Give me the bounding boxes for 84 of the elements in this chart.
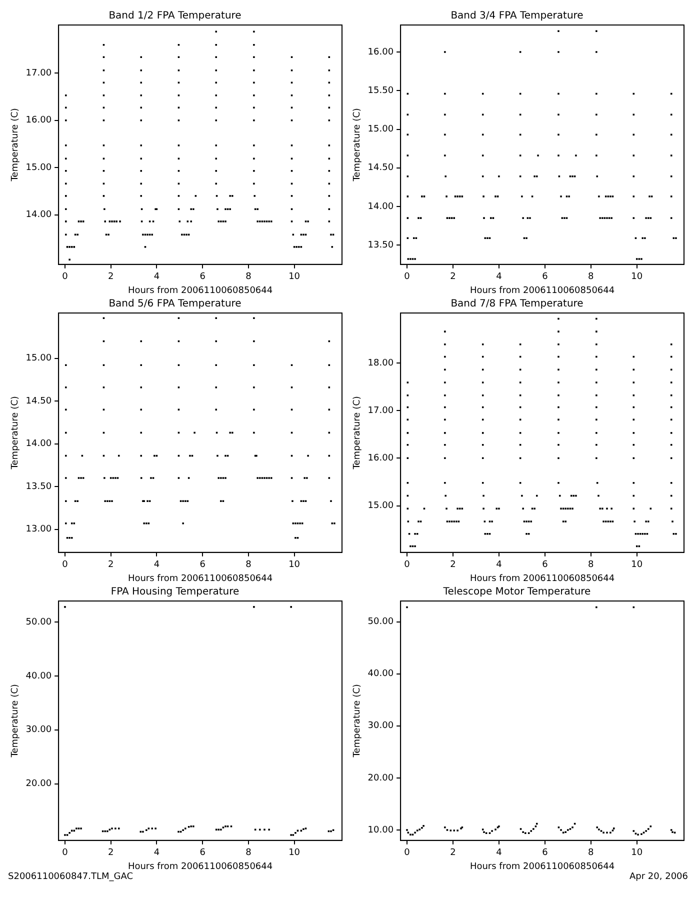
- y-tick-label: 40.00: [368, 669, 394, 680]
- y-tick-label: 50.00: [26, 617, 52, 628]
- x-tick-label: 4: [496, 560, 502, 570]
- y-tick-label: 20.00: [26, 779, 52, 790]
- x-tick-label: 0: [62, 272, 68, 282]
- x-tick-label: 0: [62, 560, 68, 570]
- y-tick-label: 15.00: [26, 162, 52, 173]
- y-tick-label: 30.00: [26, 725, 52, 736]
- chart-title: Band 3/4 FPA Temperature: [450, 10, 584, 22]
- y-tick-label: 14.00: [368, 202, 394, 212]
- x-axis-title: Hours from 2006110060850644: [470, 862, 615, 872]
- x-axis-title: Hours from 2006110060850644: [470, 574, 615, 584]
- x-axis-title: Hours from 2006110060850644: [128, 286, 273, 296]
- x-tick-label: 6: [200, 560, 206, 570]
- x-tick-label: 4: [154, 560, 160, 570]
- x-tick-label: 6: [542, 560, 548, 570]
- x-tick-label: 10: [631, 560, 643, 570]
- x-tick-label: 0: [404, 272, 410, 282]
- y-tick-label: 13.00: [26, 524, 52, 535]
- y-tick-label: 16.00: [26, 116, 52, 126]
- chart-title: Telescope Motor Temperature: [442, 586, 591, 598]
- y-tick-label: 16.00: [368, 454, 394, 464]
- y-tick-label: 18.00: [368, 358, 394, 368]
- x-axis-title: Hours from 2006110060850644: [128, 574, 273, 584]
- text: Apr 20, 2006: [628, 872, 689, 882]
- y-tick-label: 14.50: [26, 396, 52, 406]
- x-tick-label: 2: [108, 560, 114, 570]
- x-tick-label: 10: [631, 272, 643, 282]
- x-tick-label: 2: [108, 848, 114, 858]
- x-tick-label: 10: [288, 560, 300, 570]
- x-tick-label: 10: [288, 848, 300, 858]
- x-tick-label: 2: [450, 560, 456, 570]
- y-tick-label: 15.00: [368, 501, 394, 512]
- x-tick-label: 8: [246, 272, 252, 282]
- x-tick-label: 8: [246, 560, 252, 570]
- y-axis-title: Temperature (C): [10, 684, 21, 758]
- y-tick-label: 15.00: [368, 124, 394, 135]
- x-tick-label: 4: [154, 848, 160, 858]
- y-axis-title: Temperature (C): [352, 684, 363, 758]
- y-tick-label: 17.00: [368, 406, 394, 416]
- y-tick-label: 15.00: [26, 354, 52, 364]
- y-tick-label: 14.00: [26, 439, 52, 450]
- y-axis-title: Temperature (C): [10, 108, 21, 182]
- y-tick-label: 14.50: [368, 163, 394, 174]
- x-tick-label: 6: [200, 848, 206, 858]
- chart-title: Band 7/8 FPA Temperature: [450, 298, 584, 310]
- text: S2006110060847.TLM_GAC: [8, 872, 134, 882]
- x-tick-label: 4: [496, 272, 502, 282]
- x-tick-label: 6: [542, 272, 548, 282]
- x-tick-label: 8: [588, 272, 594, 282]
- x-tick-label: 6: [542, 848, 548, 858]
- chart-title: FPA Housing Temperature: [110, 586, 240, 598]
- x-tick-label: 2: [108, 272, 114, 282]
- y-tick-label: 13.50: [26, 482, 52, 492]
- x-tick-label: 6: [200, 272, 206, 282]
- y-tick-label: 17.00: [26, 68, 52, 79]
- y-tick-label: 30.00: [368, 721, 394, 732]
- y-tick-label: 16.00: [368, 47, 394, 58]
- chart-title: Band 1/2 FPA Temperature: [108, 10, 242, 22]
- y-tick-label: 40.00: [26, 671, 52, 682]
- x-tick-label: 8: [588, 848, 594, 858]
- y-tick-label: 50.00: [368, 617, 394, 628]
- y-axis-title: Temperature (C): [352, 396, 363, 470]
- x-tick-label: 4: [496, 848, 502, 858]
- y-tick-label: 14.00: [26, 210, 52, 220]
- y-axis-title: Temperature (C): [352, 108, 363, 182]
- y-tick-label: 20.00: [368, 773, 394, 784]
- x-tick-label: 2: [450, 272, 456, 282]
- x-axis-title: Hours from 2006110060850644: [128, 862, 273, 872]
- x-tick-label: 0: [404, 848, 410, 858]
- x-tick-label: 10: [631, 848, 643, 858]
- y-tick-label: 13.50: [368, 240, 394, 250]
- x-tick-label: 0: [62, 848, 68, 858]
- x-axis-title: Hours from 2006110060850644: [470, 286, 615, 296]
- x-tick-label: 2: [450, 848, 456, 858]
- y-tick-label: 15.50: [368, 86, 394, 96]
- x-tick-label: 4: [154, 272, 160, 282]
- x-tick-label: 8: [246, 848, 252, 858]
- chart-title: Band 5/6 FPA Temperature: [108, 298, 242, 310]
- x-tick-label: 8: [588, 560, 594, 570]
- x-tick-label: 0: [404, 560, 410, 570]
- y-axis-title: Temperature (C): [10, 396, 21, 470]
- y-tick-label: 10.00: [368, 825, 394, 836]
- x-tick-label: 10: [288, 272, 300, 282]
